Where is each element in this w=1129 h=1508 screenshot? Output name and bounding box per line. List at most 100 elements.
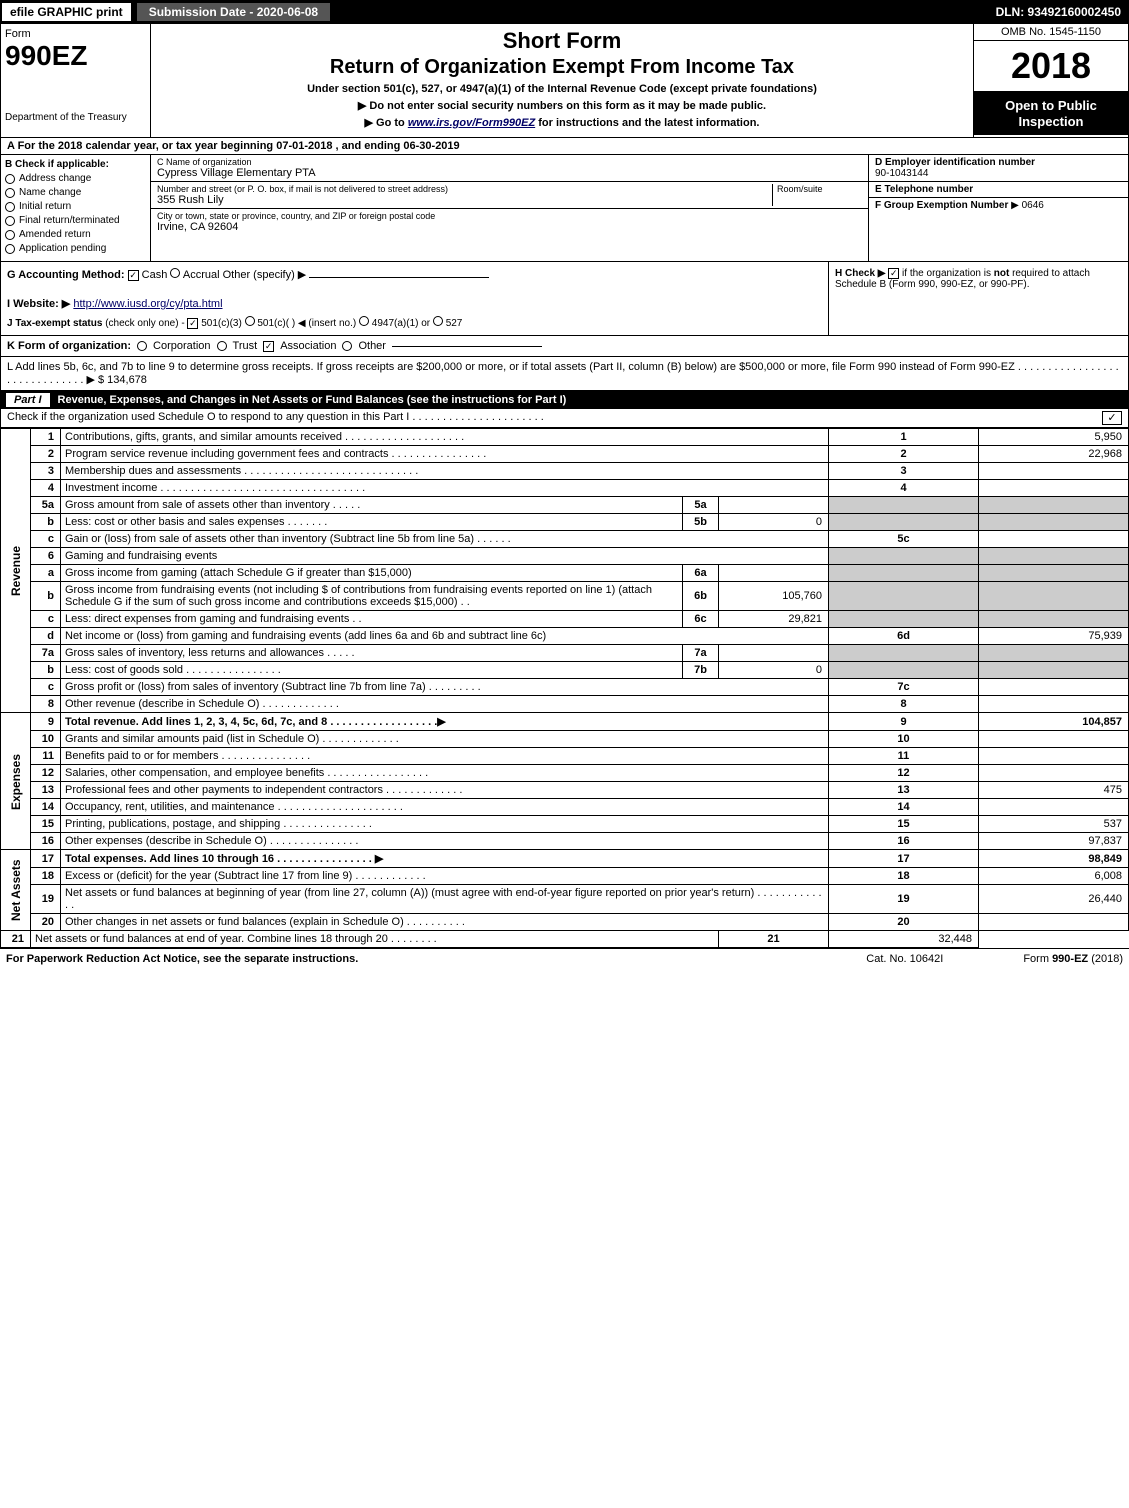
line-number: 6 — [31, 548, 61, 565]
line-value — [979, 731, 1129, 748]
chk-501c[interactable] — [245, 316, 255, 326]
top-bar: efile GRAPHIC print Submission Date - 20… — [0, 0, 1129, 24]
chk-initial[interactable]: Initial return — [5, 201, 146, 212]
table-row: bLess: cost of goods sold . . . . . . . … — [1, 662, 1129, 679]
chk-address[interactable]: Address change — [5, 173, 146, 184]
line-desc: Other expenses (describe in Schedule O) … — [61, 833, 829, 850]
g-cash: Cash — [142, 269, 168, 281]
section-h: H Check ▶ if the organization is not req… — [828, 262, 1128, 335]
part-1-table: Revenue1Contributions, gifts, grants, an… — [0, 428, 1129, 948]
line-number: 2 — [31, 446, 61, 463]
j-text: (check only one) - — [105, 318, 184, 329]
side-label: Net Assets — [1, 850, 31, 931]
val-shade — [979, 611, 1129, 628]
num-shade — [829, 582, 979, 611]
open-public: Open to Public Inspection — [974, 92, 1128, 135]
chk-501c3[interactable] — [187, 318, 198, 329]
city-label: City or town, state or province, country… — [157, 211, 862, 221]
part-1-header: Part I Revenue, Expenses, and Changes in… — [0, 391, 1129, 409]
chk-527[interactable] — [433, 316, 443, 326]
line-number: 7a — [31, 645, 61, 662]
line-num-col: 8 — [829, 696, 979, 713]
line-num-col: 21 — [719, 931, 829, 948]
sub-value: 0 — [719, 662, 829, 679]
h-text1: if the organization is — [902, 268, 994, 279]
val-shade — [979, 497, 1129, 514]
tax-year: 2018 — [974, 41, 1128, 92]
num-shade — [829, 514, 979, 531]
ssn-warning: ▶ Do not enter social security numbers o… — [159, 99, 965, 112]
section-l: L Add lines 5b, 6c, and 7b to line 9 to … — [0, 357, 1129, 391]
line-desc: Net assets or fund balances at beginning… — [61, 885, 829, 914]
sub-value: 0 — [719, 514, 829, 531]
line-number: 18 — [31, 868, 61, 885]
street-value: 355 Rush Lily — [157, 194, 772, 206]
num-shade — [829, 611, 979, 628]
line-num-col: 17 — [829, 850, 979, 868]
line-number: 17 — [31, 850, 61, 868]
line-number: 4 — [31, 480, 61, 497]
table-row: 21Net assets or fund balances at end of … — [1, 931, 1129, 948]
goto-link[interactable]: www.irs.gov/Form990EZ — [408, 117, 535, 129]
chk-name[interactable]: Name change — [5, 187, 146, 198]
ein-value: 90-1043144 — [875, 168, 1122, 179]
line-number: b — [31, 514, 61, 531]
h-not: not — [994, 268, 1010, 279]
sub-value — [719, 645, 829, 662]
sched-o-checkbox[interactable]: ✓ — [1102, 411, 1122, 425]
table-row: 18Excess or (deficit) for the year (Subt… — [1, 868, 1129, 885]
line-number: 8 — [31, 696, 61, 713]
g-label: G Accounting Method: — [7, 269, 125, 281]
row-gh: G Accounting Method: Cash Accrual Other … — [0, 262, 1129, 336]
sec-a-end: 06-30-2019 — [403, 140, 459, 152]
chk-accrual[interactable] — [170, 268, 180, 278]
chk-assoc[interactable] — [263, 341, 274, 352]
chk-amended[interactable]: Amended return — [5, 229, 146, 240]
line-desc: Membership dues and assessments . . . . … — [61, 463, 829, 480]
part-1-title: Revenue, Expenses, and Changes in Net As… — [58, 394, 567, 406]
chk-trust[interactable] — [217, 341, 227, 351]
chk-pending[interactable]: Application pending — [5, 243, 146, 254]
j-label: J Tax-exempt status — [7, 318, 102, 329]
line-desc: Investment income . . . . . . . . . . . … — [61, 480, 829, 497]
chk-h[interactable] — [888, 268, 899, 279]
website-link[interactable]: http://www.iusd.org/cy/pta.html — [73, 298, 222, 310]
line-value: 32,448 — [829, 931, 979, 948]
line-number: d — [31, 628, 61, 645]
section-k: K Form of organization: Corporation Trus… — [0, 336, 1129, 357]
line-num-col: 7c — [829, 679, 979, 696]
org-name-value: Cypress Village Elementary PTA — [157, 167, 862, 179]
chk-cash[interactable] — [128, 270, 139, 281]
line-num-col: 18 — [829, 868, 979, 885]
chk-other-org[interactable] — [342, 341, 352, 351]
department-label: Department of the Treasury — [5, 112, 146, 123]
line-desc: Less: direct expenses from gaming and fu… — [61, 611, 683, 628]
g-accrual: Accrual — [183, 269, 220, 281]
sched-o-row: Check if the organization used Schedule … — [0, 409, 1129, 428]
line-value: 537 — [979, 816, 1129, 833]
part-1-label: Part I — [6, 393, 50, 407]
line-desc: Salaries, other compensation, and employ… — [61, 765, 829, 782]
room-label: Room/suite — [777, 184, 862, 194]
sub-label: 7b — [683, 662, 719, 679]
line-desc: Gross amount from sale of assets other t… — [61, 497, 683, 514]
info-grid: B Check if applicable: Address change Na… — [0, 155, 1129, 262]
line-value — [979, 696, 1129, 713]
line-value: 6,008 — [979, 868, 1129, 885]
chk-corp[interactable] — [137, 341, 147, 351]
form-label: Form — [5, 28, 146, 40]
chk-4947[interactable] — [359, 316, 369, 326]
line-value — [979, 480, 1129, 497]
sub-label: 5b — [683, 514, 719, 531]
chk-final[interactable]: Final return/terminated — [5, 215, 146, 226]
table-row: 12Salaries, other compensation, and empl… — [1, 765, 1129, 782]
footer-center: Cat. No. 10642I — [866, 953, 943, 965]
sub-label: 5a — [683, 497, 719, 514]
line-number: 20 — [31, 914, 61, 931]
table-row: 7aGross sales of inventory, less returns… — [1, 645, 1129, 662]
table-row: 19Net assets or fund balances at beginni… — [1, 885, 1129, 914]
footer: For Paperwork Reduction Act Notice, see … — [0, 948, 1129, 969]
line-desc: Net income or (loss) from gaming and fun… — [61, 628, 829, 645]
table-row: dNet income or (loss) from gaming and fu… — [1, 628, 1129, 645]
sched-o-text: Check if the organization used Schedule … — [7, 411, 544, 425]
